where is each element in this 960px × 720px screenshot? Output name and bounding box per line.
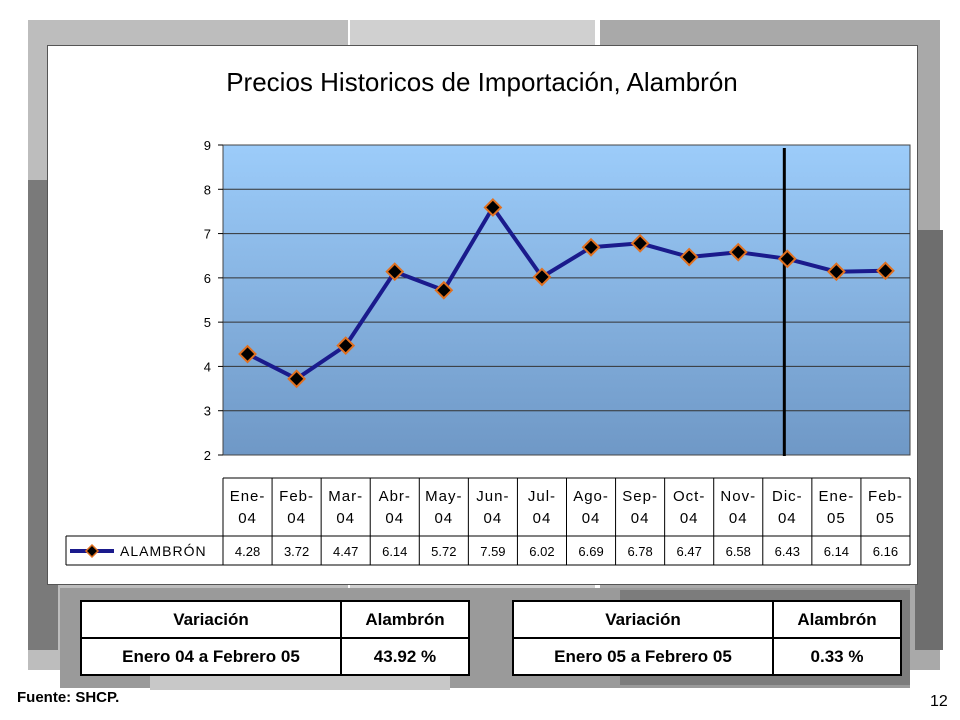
x-category-label: Nov- <box>720 488 756 505</box>
data-table-value: 6.02 <box>529 544 554 559</box>
x-category-label: Oct- <box>673 488 705 505</box>
data-point-marker <box>876 261 895 281</box>
data-table-value: 4.47 <box>333 544 358 559</box>
variation-period: Enero 05 a Febrero 05 <box>512 637 774 676</box>
data-table-value: 4.28 <box>235 544 260 559</box>
data-table-value: 7.59 <box>480 544 505 559</box>
data-point-marker <box>581 237 601 257</box>
x-category-year-label: 04 <box>287 510 306 527</box>
y-tick-label: 7 <box>204 227 211 242</box>
y-tick-label: 4 <box>204 359 211 374</box>
variation-period: Enero 04 a Febrero 05 <box>80 637 342 676</box>
alambron-header: Alambrón <box>340 600 470 639</box>
y-tick-label: 2 <box>204 448 211 463</box>
data-table-value: 6.14 <box>824 544 849 559</box>
x-category-year-label: 05 <box>827 510 846 527</box>
x-category-label: Ene- <box>230 488 266 505</box>
x-category-year-label: 04 <box>238 510 257 527</box>
data-table-value: 6.58 <box>726 544 751 559</box>
x-category-label: Ene- <box>819 488 855 505</box>
data-point-marker <box>434 280 454 300</box>
x-category-label: Jul- <box>528 488 556 505</box>
x-category-year-label: 04 <box>729 510 748 527</box>
data-table-value: 6.16 <box>873 544 898 559</box>
plot-area <box>222 144 911 456</box>
y-tick-label: 3 <box>204 404 211 419</box>
source-note: Fuente: SHCP. <box>17 689 120 706</box>
data-point-marker <box>777 249 797 269</box>
data-table-value: 5.72 <box>431 544 456 559</box>
variation-header: Variación <box>80 600 342 639</box>
legend-series-label: ALAMBRÓN <box>120 543 207 559</box>
data-point-marker <box>630 233 650 253</box>
x-category-year-label: 04 <box>680 510 699 527</box>
data-point-marker <box>238 344 257 364</box>
data-table-value: 6.78 <box>627 544 652 559</box>
x-category-year-label: 04 <box>533 510 552 527</box>
alambron-header: Alambrón <box>772 600 902 639</box>
x-category-year-label: 05 <box>876 510 895 527</box>
x-category-label: Ago- <box>573 488 609 505</box>
x-category-label: Dic- <box>772 488 803 505</box>
data-table-value: 6.69 <box>578 544 603 559</box>
y-tick-label: 6 <box>204 271 211 286</box>
x-category-year-label: 04 <box>336 510 355 527</box>
data-table-value: 3.72 <box>284 544 309 559</box>
variation-value: 0.33 % <box>772 637 902 676</box>
x-category-label: Mar- <box>328 488 363 505</box>
variation-header: Variación <box>512 600 774 639</box>
x-category-label: Abr- <box>379 488 411 505</box>
x-category-year-label: 04 <box>778 510 797 527</box>
data-table-value: 6.43 <box>775 544 800 559</box>
chart-panel: Precios Historicos de Importación, Alamb… <box>47 45 918 585</box>
y-tick-label: 8 <box>204 182 211 197</box>
x-category-year-label: 04 <box>434 510 453 527</box>
x-category-label: Jun- <box>476 488 509 505</box>
x-category-year-label: 04 <box>582 510 601 527</box>
line-chart: Precios Historicos de Importación, Alamb… <box>65 67 911 566</box>
y-tick-label: 5 <box>204 315 211 330</box>
legend-marker-swatch <box>84 543 100 559</box>
data-point-marker <box>679 247 699 267</box>
data-point-marker <box>385 262 405 282</box>
x-category-label: May- <box>425 488 462 505</box>
x-category-label: Feb- <box>279 488 314 505</box>
data-point-marker <box>287 369 307 389</box>
page-number: 12 <box>930 693 948 710</box>
x-category-label: Sep- <box>622 488 658 505</box>
data-table-value: 6.47 <box>677 544 702 559</box>
variation-table-1: Variación Alambrón Enero 04 a Febrero 05… <box>80 600 470 676</box>
data-table-value: 6.14 <box>382 544 407 559</box>
x-category-year-label: 04 <box>484 510 503 527</box>
data-point-marker <box>728 242 748 262</box>
variation-value: 43.92 % <box>340 637 470 676</box>
data-point-marker <box>336 336 356 356</box>
x-category-year-label: 04 <box>631 510 650 527</box>
data-point-marker <box>826 262 846 282</box>
x-category-year-label: 04 <box>385 510 404 527</box>
x-category-label: Feb- <box>868 488 903 505</box>
data-point-marker <box>483 198 503 217</box>
data-point-marker <box>532 267 552 287</box>
variation-table-2: Variación Alambrón Enero 05 a Febrero 05… <box>512 600 902 676</box>
chart-title: Precios Historicos de Importación, Alamb… <box>226 67 738 97</box>
y-tick-label: 9 <box>204 138 211 153</box>
